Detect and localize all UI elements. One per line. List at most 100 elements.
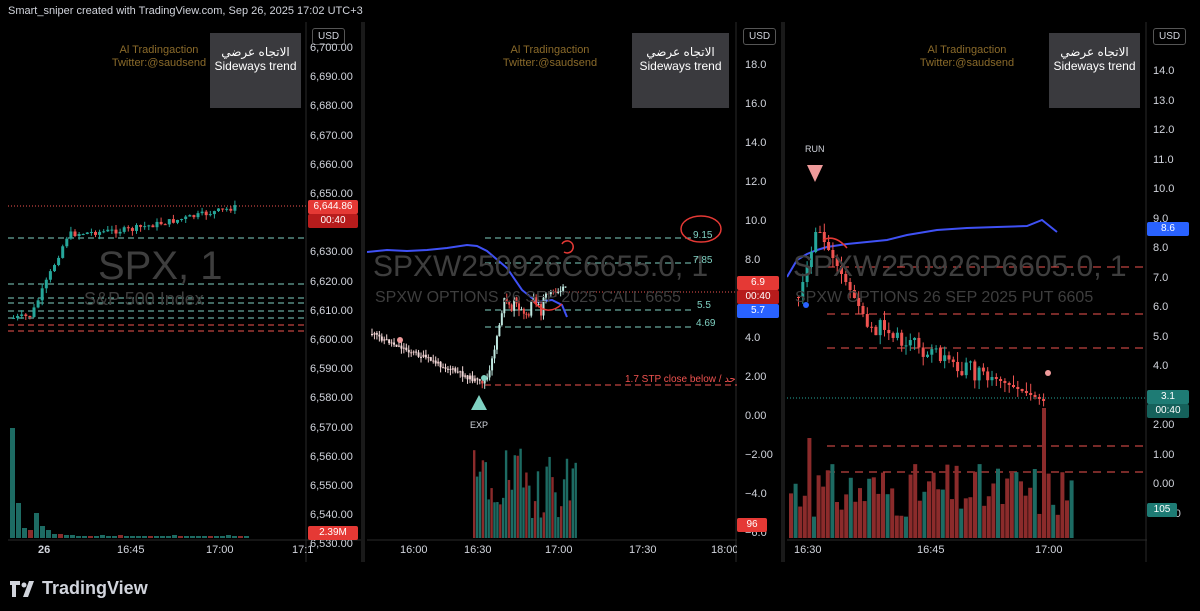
candle-body: [947, 355, 951, 360]
candle-body: [525, 313, 528, 315]
brand-name: TradingView: [42, 578, 148, 598]
last-price-tag[interactable]: 6,644.86: [308, 200, 358, 214]
volume-bar: [531, 517, 534, 538]
volume-bar: [100, 535, 105, 538]
candle-body: [434, 360, 437, 364]
time-axis-tick: 17:1: [292, 544, 314, 556]
candle-body: [926, 354, 929, 357]
candle-body: [831, 250, 835, 258]
candle-body: [388, 339, 391, 344]
volume-bar: [986, 496, 991, 538]
price-axis-tick: 12.0: [745, 176, 767, 188]
candle-body: [857, 298, 861, 306]
candle-body: [412, 351, 415, 353]
volume-bar: [22, 528, 27, 538]
candle-body: [233, 205, 237, 211]
put-price-axis[interactable]: USD 14.0 13.0 12.0 11.0 10.0 9.0 8.0 7.0 6.0 5.0 4…: [1147, 22, 1200, 562]
volume-bar: [848, 477, 853, 538]
candle-body: [378, 334, 381, 337]
candle-body: [530, 301, 533, 316]
panel-divider[interactable]: [781, 22, 785, 562]
candle-body: [400, 345, 403, 349]
last-price-tag[interactable]: 6.9: [737, 276, 779, 290]
volume-bar: [816, 475, 821, 538]
volume-bar: [858, 488, 862, 538]
volume-bar: [536, 471, 540, 538]
candle-body: [420, 356, 422, 358]
volume-bar: [154, 536, 159, 538]
credit-line-1: Al Tradingaction: [927, 44, 1007, 56]
price-axis-tick: −2.00: [745, 449, 773, 461]
volume-bar: [996, 468, 1000, 538]
volume-bar: [963, 498, 968, 538]
candle-body: [57, 257, 61, 266]
currency-label[interactable]: USD: [1153, 28, 1187, 45]
volume-bar: [481, 460, 485, 538]
candle-body: [395, 344, 398, 347]
footer-bar: [0, 562, 1200, 611]
volume-bar: [148, 536, 153, 538]
volume-bar: [112, 536, 117, 538]
volume-bar: [166, 536, 171, 538]
candle-body: [1016, 387, 1020, 389]
price-axis-tick: 6,620.00: [310, 275, 353, 288]
volume-bar: [904, 516, 908, 538]
candle-body: [159, 221, 163, 225]
candle-body: [402, 347, 405, 349]
spx-chart-canvas[interactable]: [8, 22, 361, 562]
signal-dot: [397, 337, 403, 343]
call-price-axis[interactable]: USD 18.016.014.012.010.08.06.04.02.000.0…: [737, 22, 781, 562]
spx-chart-panel[interactable]: SPX, 1 S&P 500 Index Al Tradingaction Tw…: [8, 22, 361, 562]
tradingview-brand[interactable]: TradingView: [10, 578, 148, 599]
candle-body: [28, 315, 32, 317]
last-price-tag[interactable]: 3.1: [1147, 390, 1189, 404]
price-axis-tick: −4.0: [745, 488, 767, 500]
trend-english-text: Sideways trend: [214, 59, 297, 73]
volume-bar: [516, 455, 519, 538]
candle-body: [797, 297, 800, 298]
highlight-mark: [531, 299, 563, 311]
volume-bar: [1023, 495, 1028, 538]
volume-bar: [991, 483, 996, 538]
panel-divider[interactable]: [361, 22, 365, 562]
price-axis-tick: 0.00: [1153, 478, 1175, 490]
candle-body: [532, 297, 535, 302]
volume-bar: [1028, 487, 1033, 538]
volume-bar: [184, 536, 189, 538]
volume-bar: [525, 472, 528, 538]
candle-body: [459, 371, 462, 373]
volume-bar: [178, 536, 183, 538]
candle-body: [488, 370, 491, 378]
candle-body: [151, 225, 155, 228]
currency-label[interactable]: USD: [743, 28, 777, 45]
candle-body: [1020, 389, 1024, 391]
ma-value-tag: 5.7: [737, 304, 779, 318]
candle-body: [844, 274, 848, 282]
candle-body: [393, 342, 396, 345]
candle-body: [442, 367, 445, 369]
trend-arabic-text: الاتجاه عرضي: [646, 45, 715, 59]
currency-label[interactable]: USD: [312, 28, 346, 45]
trend-arabic-text: الاتجاه عرضي: [221, 45, 290, 59]
trend-label-box: الاتجاه عرضي Sideways trend: [1049, 33, 1140, 108]
call-option-chart-panel[interactable]: SPXW250926C6655.0, 1 SPXW OPTIONS 26 SEP…: [367, 22, 737, 562]
volume-bar: [1042, 408, 1046, 538]
spx-price-axis[interactable]: USD 6,700.00 6,690.00 6,680.00 6,670.00 6,66…: [306, 22, 361, 562]
candle-body: [1003, 381, 1007, 383]
candle-body: [537, 304, 540, 306]
candle-body: [439, 361, 442, 368]
candle-body: [814, 232, 818, 252]
volume-bar: [118, 535, 123, 538]
volume-bar: [473, 450, 476, 538]
candle-body: [840, 266, 843, 274]
call-chart-canvas[interactable]: [367, 22, 737, 562]
put-option-chart-panel[interactable]: SPXW250926P6605.0, 1 SPXW OPTIONS 26 SEP…: [787, 22, 1147, 562]
credit-line-2: Twitter:@saudsend: [111, 57, 207, 69]
candle-body: [883, 320, 886, 330]
volume-bar: [528, 485, 531, 538]
put-chart-canvas[interactable]: [787, 22, 1147, 562]
volume-bar: [1051, 504, 1056, 538]
candle-body: [481, 380, 484, 384]
candle-body: [891, 333, 895, 338]
candle-body: [139, 225, 143, 227]
